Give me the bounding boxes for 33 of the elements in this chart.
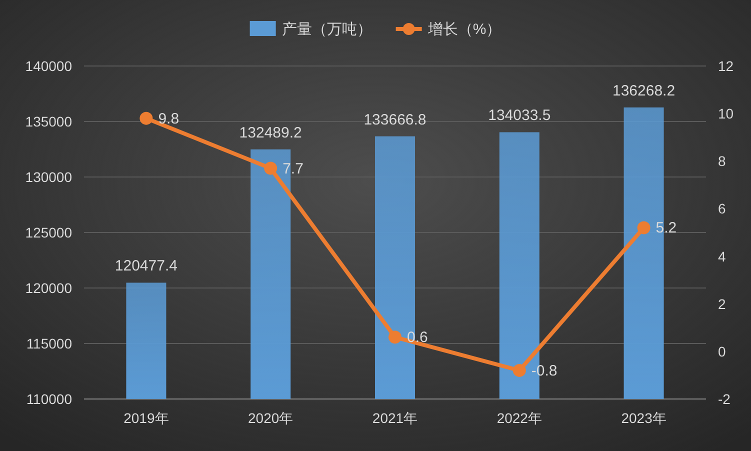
- y2-tick-label: 4: [718, 248, 726, 264]
- y2-tick-label: 8: [718, 153, 726, 170]
- data-label: 133666.8: [364, 111, 426, 128]
- y-tick-label: 125000: [25, 224, 72, 240]
- y2-tick-label: 0: [718, 343, 726, 360]
- point: [637, 221, 650, 234]
- legend-label: 增长（%）: [426, 21, 502, 38]
- y2-tick-label: 12: [718, 58, 734, 74]
- y2-tick-label: 10: [718, 106, 734, 122]
- data-label: 134033.5: [488, 107, 551, 124]
- y2-tick-label: 2: [718, 296, 726, 312]
- x-tick-label: 2019年: [124, 410, 169, 426]
- data-label: 136268.2: [612, 82, 676, 100]
- point: [264, 162, 278, 175]
- y-tick-label: 110000: [26, 391, 72, 407]
- x-tick-label: 2020年: [248, 410, 294, 426]
- legend-label: 产量（万吨）: [282, 21, 372, 38]
- data-label: 120477.4: [114, 258, 178, 275]
- data-label: 9.8: [158, 110, 180, 128]
- x-tick-label: 2021年: [372, 410, 418, 426]
- x-tick-label: 2023年: [621, 410, 666, 426]
- y-tick-label: 115000: [26, 336, 72, 352]
- y-tick-label: 130000: [25, 169, 72, 185]
- y2-tick-label: -2: [718, 391, 731, 407]
- point: [140, 112, 153, 125]
- point: [512, 364, 526, 377]
- y-tick-label: 135000: [25, 114, 72, 130]
- point: [388, 330, 402, 344]
- y2-tick-label: 6: [718, 200, 726, 217]
- y-tick-label: 140000: [25, 58, 72, 74]
- data-label: 132489.2: [239, 124, 302, 142]
- y-tick-label: 120000: [25, 280, 72, 296]
- x-tick-label: 2022年: [496, 410, 542, 426]
